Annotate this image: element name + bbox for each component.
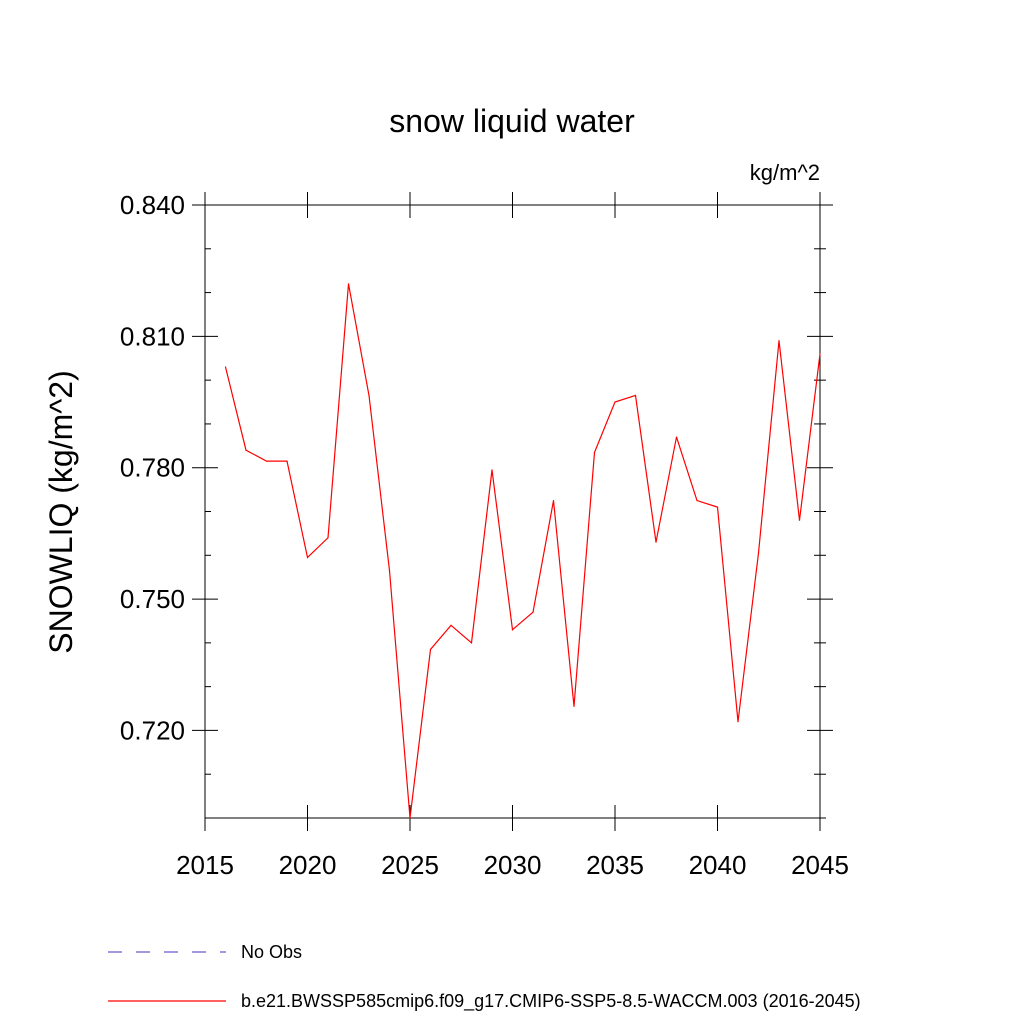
- data-point: [450, 624, 452, 626]
- series-layer: [224, 283, 821, 819]
- data-point: [819, 353, 821, 355]
- legend: No Obs b.e21.BWSSP585cmip6.f09_g17.CMIP6-…: [108, 942, 861, 1012]
- data-point: [573, 705, 575, 707]
- y-tick-label: 0.720: [120, 715, 185, 745]
- data-point: [470, 642, 473, 644]
- data-point: [245, 449, 247, 451]
- x-tick-label: 2020: [279, 850, 337, 880]
- data-point: [388, 570, 391, 572]
- data-point: [675, 436, 678, 438]
- data-point: [696, 499, 698, 502]
- data-point: [655, 541, 657, 543]
- y-tick-label: 0.840: [120, 190, 185, 220]
- data-point: [798, 519, 801, 521]
- data-point: [429, 648, 432, 651]
- data-point: [778, 340, 780, 342]
- data-point: [737, 721, 739, 723]
- data-point: [347, 283, 350, 285]
- legend-label: No Obs: [241, 942, 302, 962]
- series-line-0: [224, 283, 821, 819]
- data-point: [224, 366, 227, 368]
- data-point: [265, 460, 268, 462]
- data-point: [716, 506, 719, 508]
- data-point: [491, 469, 493, 471]
- data-point: [327, 537, 329, 539]
- x-tick-label: 2045: [791, 850, 849, 880]
- data-point: [757, 552, 760, 554]
- y-axis-label: SNOWLIQ (kg/m^2): [43, 370, 79, 653]
- x-tick-label: 2035: [586, 850, 644, 880]
- plot-axes: 0.720 0.750 0.780 0.810 0.840 2015 2020 2025 203…: [120, 190, 849, 880]
- y-tick-label: 0.780: [120, 453, 185, 483]
- data-point: [409, 817, 411, 819]
- chart-title: snow liquid water: [389, 103, 635, 139]
- data-point: [552, 499, 555, 502]
- data-point: [306, 556, 309, 559]
- legend-label: b.e21.BWSSP585cmip6.f09_g17.CMIP6-SSP5-8…: [241, 991, 861, 1012]
- x-tick-label: 2015: [176, 850, 234, 880]
- data-point: [286, 460, 288, 462]
- x-tick-label: 2040: [689, 850, 747, 880]
- data-point: [532, 611, 534, 613]
- data-point: [511, 629, 514, 631]
- data-point: [614, 401, 616, 403]
- units-label: kg/m^2: [750, 160, 820, 185]
- data-point: [634, 394, 637, 397]
- x-tick-label: 2030: [484, 850, 542, 880]
- y-tick-label: 0.750: [120, 584, 185, 614]
- data-point: [593, 451, 596, 453]
- y-tick-label: 0.810: [120, 321, 185, 351]
- x-tick-label: 2025: [381, 850, 439, 880]
- data-point: [368, 394, 370, 397]
